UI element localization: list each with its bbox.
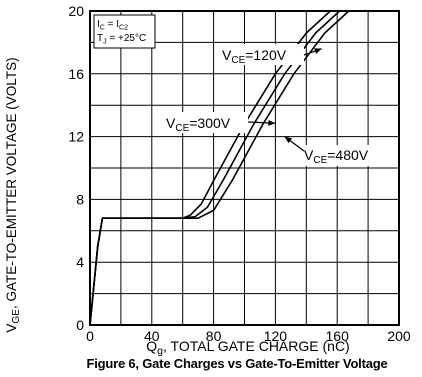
x-axis-label: Qg, TOTAL GATE CHARGE (nC) [146, 338, 350, 357]
conditions-box [93, 14, 156, 49]
figure-caption: Figure 6, Gate Charges vs Gate-To-Emitte… [86, 356, 388, 371]
series-label-bg [218, 44, 304, 65]
plot-frame [89, 10, 400, 326]
y-tick-label: 0 [76, 317, 84, 333]
series-arrowhead [284, 136, 293, 144]
y-tick-label: 20 [68, 3, 84, 19]
series-arrowhead [314, 48, 322, 54]
condition-text: TJ = +25°C [97, 33, 146, 46]
series-arrowhead [268, 119, 276, 126]
x-tick-label: 160 [326, 328, 350, 344]
x-tick-label: 120 [264, 328, 288, 344]
x-tick-label: 40 [144, 328, 160, 344]
y-axis-label: VGE, GATE-TO-EMITTER VOLTAGE (VOLTS) [4, 57, 22, 333]
y-tick-label: 16 [68, 66, 84, 82]
series-label: VCE=300V [166, 115, 231, 134]
condition-text: IC = IC2 [97, 19, 128, 32]
y-tick-label: 4 [76, 254, 84, 270]
x-tick-label: 80 [206, 328, 222, 344]
x-tick-label: 0 [86, 328, 94, 344]
series-label-bg [162, 112, 248, 133]
series-line [90, 11, 351, 325]
y-tick-label: 12 [68, 129, 84, 145]
series-label: VCE=120V [222, 47, 287, 66]
x-tick-label: 200 [387, 328, 411, 344]
series-label: VCE=480V [304, 147, 369, 166]
y-tick-label: 8 [76, 191, 84, 207]
series-label-bg [300, 145, 386, 166]
